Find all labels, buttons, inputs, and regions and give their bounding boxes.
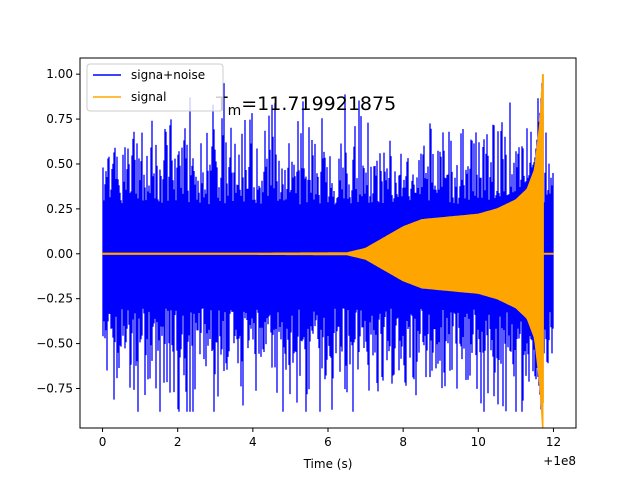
x-axis: 0 2 4 6 8 10 12 bbox=[99, 428, 561, 449]
x-tick-label: 10 bbox=[471, 435, 486, 449]
y-tick-label: 0.00 bbox=[46, 247, 73, 261]
x-tick-label: 8 bbox=[399, 435, 407, 449]
series-signal-merger-spike bbox=[540, 74, 554, 403]
x-tick-label: 6 bbox=[324, 435, 332, 449]
y-tick-label: −0.75 bbox=[36, 381, 73, 395]
x-axis-offset-text: +1e8 bbox=[543, 454, 576, 468]
plot-area bbox=[101, 74, 554, 428]
y-axis: −0.75 −0.50 −0.25 0.00 0.25 0.50 0.75 1.00 bbox=[36, 67, 80, 395]
y-tick-label: −0.25 bbox=[36, 292, 73, 306]
legend-label-signal: signal bbox=[131, 90, 167, 104]
legend: signa+noise signal bbox=[86, 63, 224, 112]
y-tick-label: 0.75 bbox=[46, 112, 73, 126]
y-tick-label: 0.25 bbox=[46, 202, 73, 216]
x-tick-label: 12 bbox=[546, 435, 561, 449]
x-tick-label: 2 bbox=[174, 435, 182, 449]
annotation-subscript: m bbox=[228, 103, 242, 119]
annotation-value: =11.719921875 bbox=[241, 93, 396, 115]
series-layer bbox=[101, 74, 554, 428]
series-signal-line bbox=[101, 74, 544, 428]
y-tick-label: 1.00 bbox=[46, 67, 73, 81]
y-tick-label: 0.50 bbox=[46, 157, 73, 171]
y-tick-label: −0.50 bbox=[36, 337, 73, 351]
x-axis-label: Time (s) bbox=[303, 457, 353, 471]
x-tick-label: 4 bbox=[249, 435, 257, 449]
x-tick-label: 0 bbox=[99, 435, 107, 449]
legend-label-signa-noise: signa+noise bbox=[131, 68, 205, 82]
